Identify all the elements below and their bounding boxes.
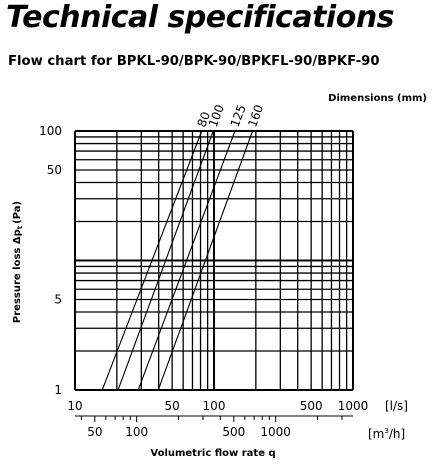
x-tick-label: 100	[203, 399, 226, 413]
chart-grid	[74, 130, 354, 391]
y-axis-label: Pressure loss Δpt(Pa)	[12, 201, 24, 323]
series-label-160: 160	[245, 103, 266, 129]
chart-axis-ticks: 10 50 100 500 1000 50 100 500 1000 1 5 50 100	[39, 124, 368, 439]
y-axis-label-subscript: t	[16, 225, 24, 229]
x-axis-unit-ls: [l/s]	[385, 399, 408, 413]
x-tick-label: 10	[67, 399, 82, 413]
dimensions-label: Dimensions (mm)	[328, 93, 427, 104]
series-line-160	[157, 130, 254, 391]
x2-unit-base: [m	[368, 427, 384, 441]
x2-tick-label: 500	[222, 425, 245, 439]
series-label-80: 80	[194, 110, 213, 129]
x2-unit-exponent: 3	[384, 427, 388, 435]
y-tick-label: 100	[39, 124, 62, 138]
y-axis-label-main: Pressure loss Δp	[12, 229, 23, 323]
y-tick-label: 5	[54, 292, 62, 306]
x-tick-label: 1000	[338, 399, 369, 413]
x-axis-label: Volumetric flow rate q	[150, 448, 275, 459]
chart-subtitle: Flow chart for BPKL-90/BPK-90/BPKFL-90/B…	[8, 54, 380, 69]
x2-tick-label: 100	[125, 425, 148, 439]
y-axis-label-unit: (Pa)	[12, 201, 23, 224]
x2-tick-label: 1000	[260, 425, 291, 439]
x2-unit-tail: /h]	[389, 427, 405, 441]
series-label-100: 100	[206, 103, 227, 129]
y-tick-label: 1	[54, 383, 62, 397]
x2-tick-label: 50	[87, 425, 102, 439]
x2-axis-unit-m3h: [m3/h]	[368, 427, 405, 441]
series-line-80	[101, 130, 203, 391]
x-tick-label: 50	[165, 399, 180, 413]
series-line-100	[117, 130, 214, 391]
series-line-125	[137, 130, 236, 391]
y-tick-label: 50	[47, 163, 62, 177]
page-title: Technical specifications	[6, 0, 395, 35]
x-tick-label: 500	[300, 399, 323, 413]
